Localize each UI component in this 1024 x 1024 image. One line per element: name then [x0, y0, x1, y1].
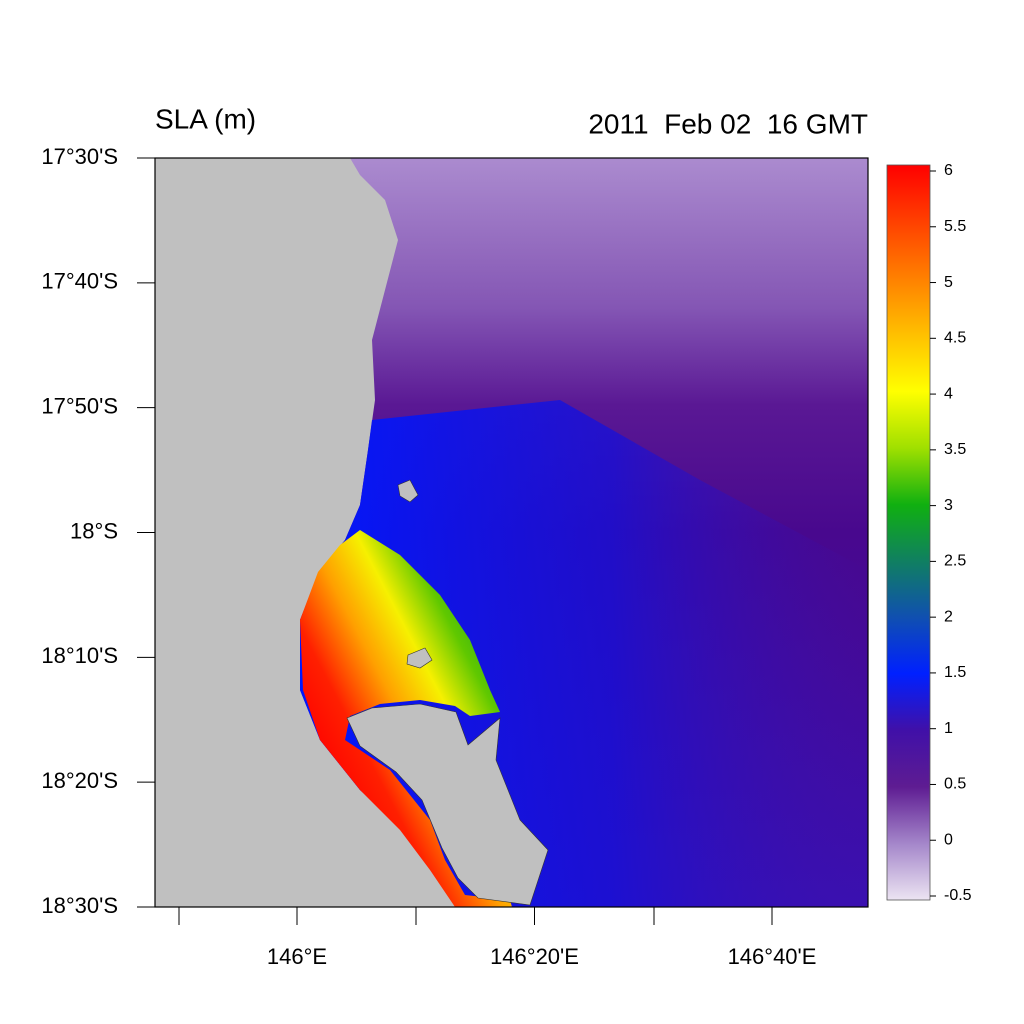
colorbar-label: 2.5	[944, 553, 966, 570]
lon-label: 146°E	[267, 944, 327, 969]
colorbar-label: 0	[944, 831, 953, 848]
lat-label: 18°S	[70, 518, 118, 543]
colorbar: 6 5.5 5 4.5 4 3.5 3 2.5 2 1.5 1 0.5 0 -0.5	[886, 162, 972, 904]
lon-label: 146°20'E	[490, 944, 579, 969]
lon-label: 146°40'E	[728, 944, 817, 969]
lat-label: 17°30'S	[41, 144, 118, 169]
bay	[300, 530, 512, 907]
colorbar-label: 3.5	[944, 441, 966, 458]
map-title: SLA (m)	[155, 103, 256, 134]
island	[397, 479, 419, 503]
island	[406, 647, 433, 669]
colorbar-label: 1	[944, 720, 953, 737]
lat-label: 17°50'S	[41, 393, 118, 418]
colorbar-label: 1.5	[944, 664, 966, 681]
colorbar-label: 0.5	[944, 776, 966, 793]
map-area	[154, 157, 869, 908]
lat-label: 18°10'S	[41, 643, 118, 668]
colorbar-label: 5.5	[944, 218, 966, 235]
colorbar-label: 3	[944, 497, 953, 514]
colorbar-label: 5	[944, 274, 953, 291]
colorbar-label: 4.5	[944, 330, 966, 347]
headland	[346, 703, 549, 906]
lat-label: 18°20'S	[41, 768, 118, 793]
lat-label: 18°30'S	[41, 893, 118, 918]
colorbar-label: 2	[944, 608, 953, 625]
axes: 17°30'S 17°40'S 17°50'S 18°S 18°10'S 18°20'S 1…	[41, 144, 816, 969]
map-time: 2011 Feb 02 16 GMT	[588, 108, 868, 139]
colorbar-label: -0.5	[944, 887, 972, 904]
colorbar-ramp	[886, 164, 931, 901]
colorbar-label: 4	[944, 385, 953, 402]
lat-label: 17°40'S	[41, 269, 118, 294]
colorbar-label: 6	[944, 162, 953, 179]
